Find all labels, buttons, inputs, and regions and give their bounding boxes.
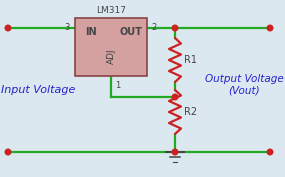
Circle shape bbox=[172, 25, 178, 31]
Text: IN: IN bbox=[85, 27, 97, 37]
FancyBboxPatch shape bbox=[75, 18, 147, 76]
Text: Output Voltage
(Vout): Output Voltage (Vout) bbox=[205, 74, 283, 96]
Circle shape bbox=[172, 94, 178, 100]
Text: LM317: LM317 bbox=[96, 6, 126, 15]
Text: 1: 1 bbox=[115, 81, 120, 90]
Text: ADJ: ADJ bbox=[107, 48, 115, 64]
Text: R2: R2 bbox=[184, 107, 197, 117]
Text: R1: R1 bbox=[184, 55, 197, 65]
Circle shape bbox=[172, 149, 178, 155]
Text: 3: 3 bbox=[65, 24, 70, 33]
Circle shape bbox=[267, 25, 273, 31]
Circle shape bbox=[5, 25, 11, 31]
Text: OUT: OUT bbox=[120, 27, 142, 37]
Text: 2: 2 bbox=[151, 24, 156, 33]
Text: Input Voltage: Input Voltage bbox=[1, 85, 75, 95]
Circle shape bbox=[267, 149, 273, 155]
Circle shape bbox=[5, 149, 11, 155]
